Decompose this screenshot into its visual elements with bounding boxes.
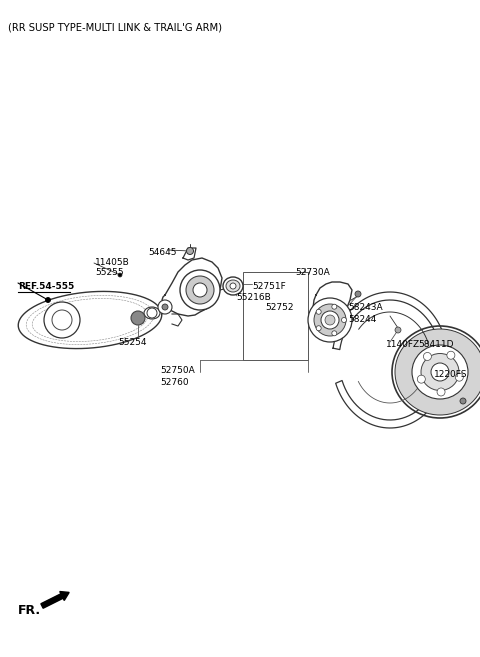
Text: 52760: 52760 [160, 378, 189, 387]
Text: REF.54-555: REF.54-555 [18, 282, 74, 291]
Circle shape [417, 375, 425, 383]
Polygon shape [313, 282, 352, 322]
Circle shape [456, 373, 463, 381]
Circle shape [355, 291, 361, 297]
Ellipse shape [144, 307, 160, 319]
Ellipse shape [431, 363, 449, 381]
Circle shape [131, 311, 145, 325]
Circle shape [332, 304, 337, 309]
Text: 1140FZ: 1140FZ [386, 340, 420, 349]
Polygon shape [183, 248, 196, 260]
Circle shape [316, 309, 321, 314]
Circle shape [118, 273, 122, 277]
Text: 1220FS: 1220FS [434, 370, 468, 379]
Text: 54645: 54645 [148, 248, 177, 257]
Circle shape [341, 317, 347, 323]
Ellipse shape [395, 329, 480, 415]
Circle shape [180, 270, 220, 310]
Text: 55255: 55255 [95, 268, 124, 277]
Text: 55216B: 55216B [236, 293, 271, 302]
Ellipse shape [392, 326, 480, 418]
Text: 58243A: 58243A [348, 303, 383, 312]
Polygon shape [18, 292, 162, 349]
Circle shape [447, 351, 455, 359]
Circle shape [44, 302, 80, 338]
Text: 58411D: 58411D [418, 340, 454, 349]
Ellipse shape [412, 345, 468, 399]
Circle shape [314, 304, 346, 336]
Circle shape [437, 388, 445, 396]
FancyArrow shape [41, 591, 69, 608]
Circle shape [162, 304, 168, 310]
Text: 11405B: 11405B [95, 258, 130, 267]
Circle shape [186, 276, 214, 304]
Text: 52751F: 52751F [252, 282, 286, 291]
Text: 52752: 52752 [265, 303, 293, 312]
Circle shape [395, 327, 401, 333]
Bar [243, 272, 308, 360]
Ellipse shape [223, 277, 243, 295]
Ellipse shape [230, 283, 236, 289]
Text: 55254: 55254 [118, 338, 146, 347]
Text: 58244: 58244 [348, 315, 376, 324]
Polygon shape [333, 292, 448, 428]
Circle shape [308, 298, 352, 342]
Polygon shape [172, 314, 182, 326]
Circle shape [187, 248, 193, 254]
Circle shape [332, 331, 337, 336]
Circle shape [325, 315, 335, 325]
Ellipse shape [226, 280, 240, 292]
Circle shape [321, 311, 339, 329]
Circle shape [460, 398, 466, 404]
Circle shape [316, 326, 321, 330]
Ellipse shape [421, 353, 459, 390]
Text: FR.: FR. [18, 604, 41, 616]
Text: 52730A: 52730A [295, 268, 330, 277]
Circle shape [193, 283, 207, 297]
Text: (RR SUSP TYPE-MULTI LINK & TRAIL'G ARM): (RR SUSP TYPE-MULTI LINK & TRAIL'G ARM) [8, 22, 222, 32]
Circle shape [158, 300, 172, 314]
Polygon shape [162, 258, 222, 316]
Circle shape [46, 298, 50, 302]
Text: 52750A: 52750A [160, 366, 195, 375]
Circle shape [423, 352, 432, 361]
